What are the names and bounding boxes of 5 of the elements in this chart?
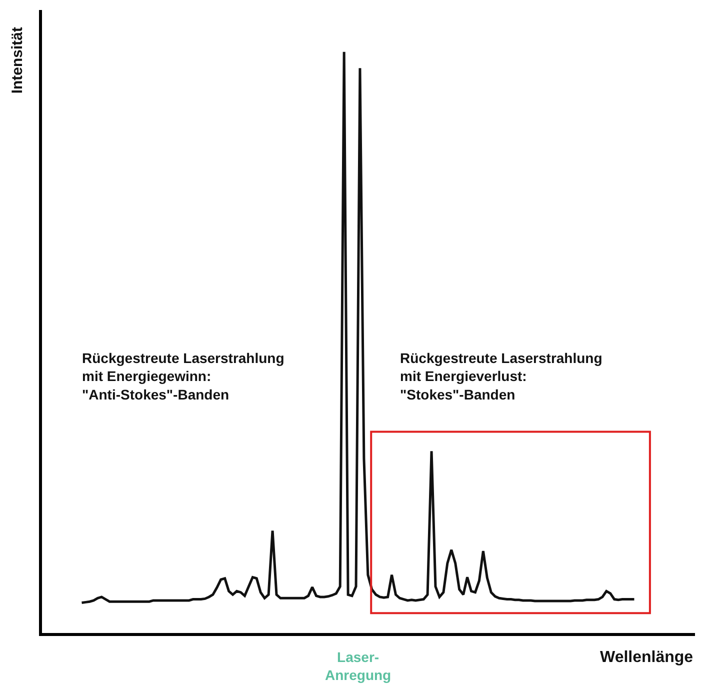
annotation: Rückgestreute Laserstrahlung mit Energiegewinn: "Anti-Stokes"-Banden <box>82 350 284 402</box>
text: Laser- Anregung <box>325 649 392 684</box>
x-axis-title: Wellenlänge <box>600 649 694 666</box>
y-axis-title: Intensität <box>9 26 26 94</box>
annotation: Rückgestreute Laserstrahlung mit Energieverlust: "Stokes"-Banden <box>400 350 602 402</box>
